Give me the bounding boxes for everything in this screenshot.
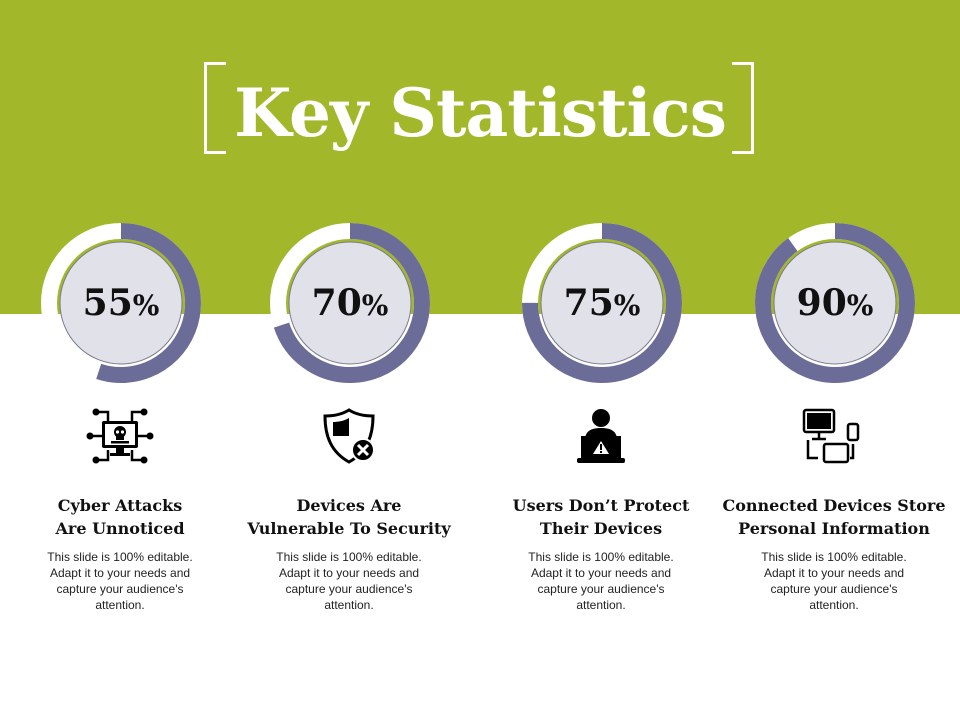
percentage-unit: % bbox=[846, 289, 874, 322]
donut-inner-disc bbox=[59, 241, 183, 365]
stat-description: This slide is 100% editable. Adapt it to… bbox=[47, 550, 193, 612]
percentage-value: 70% bbox=[267, 270, 433, 339]
percentage-value: 55% bbox=[38, 270, 204, 339]
stat-heading: Connected Devices Store Personal Informa… bbox=[722, 496, 946, 538]
donut-progress-arc bbox=[755, 223, 915, 383]
donut-chart bbox=[522, 223, 682, 383]
donut-progress-arc bbox=[41, 223, 201, 383]
percentage-number: 90 bbox=[796, 282, 847, 324]
percentage-unit: % bbox=[132, 289, 160, 322]
stat-heading: Cyber Attacks Are Unnoticed bbox=[55, 496, 185, 538]
stat-description: This slide is 100% editable. Adapt it to… bbox=[276, 550, 422, 612]
percentage-value: 75% bbox=[519, 270, 685, 339]
stat-description: This slide is 100% editable. Adapt it to… bbox=[528, 550, 674, 612]
donut-chart bbox=[41, 223, 201, 383]
donut-inner-disc bbox=[773, 241, 897, 365]
percentage-donut bbox=[519, 220, 685, 386]
connected-devices-icon bbox=[798, 406, 870, 466]
donut-chart bbox=[755, 223, 915, 383]
percentage-number: 75 bbox=[563, 282, 614, 324]
stat-connected-devices: 90% Connected Devices Store Personal Inf… bbox=[714, 0, 954, 720]
stat-heading: Users Don’t Protect Their Devices bbox=[512, 496, 690, 538]
stat-description: This slide is 100% editable. Adapt it to… bbox=[761, 550, 907, 612]
percentage-donut bbox=[752, 220, 918, 386]
cyber-attack-monitor-skull-icon bbox=[84, 406, 156, 466]
percentage-donut bbox=[38, 220, 204, 386]
donut-progress-arc bbox=[270, 223, 430, 383]
stat-users-dont-protect: 75% Users Don’t Protect Their Devices Th… bbox=[481, 0, 721, 720]
percentage-donut bbox=[267, 220, 433, 386]
stat-heading: Devices Are Vulnerable To Security bbox=[247, 496, 451, 538]
percentage-value: 90% bbox=[752, 270, 918, 339]
shield-x-icon bbox=[313, 406, 385, 466]
donut-inner-disc bbox=[540, 241, 664, 365]
page-title: Key Statistics bbox=[234, 74, 727, 152]
percentage-number: 70 bbox=[311, 282, 362, 324]
percentage-unit: % bbox=[613, 289, 641, 322]
donut-progress-arc bbox=[522, 223, 682, 383]
percentage-unit: % bbox=[361, 289, 389, 322]
right-bracket bbox=[732, 62, 754, 154]
user-laptop-warning-icon bbox=[565, 406, 637, 466]
donut-inner-disc bbox=[288, 241, 412, 365]
donut-chart bbox=[270, 223, 430, 383]
percentage-number: 55 bbox=[82, 282, 133, 324]
left-bracket bbox=[204, 62, 226, 154]
stat-vulnerable-devices: 70% Devices Are Vulnerable To Security T… bbox=[229, 0, 469, 720]
stat-cyber-attacks: 55% bbox=[0, 0, 240, 720]
